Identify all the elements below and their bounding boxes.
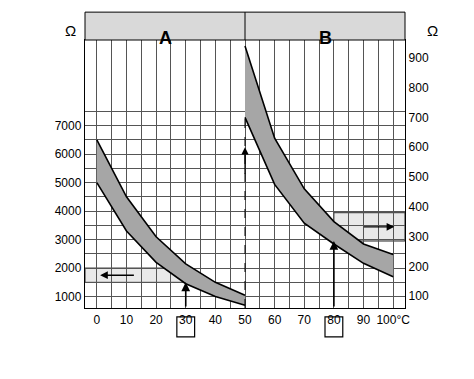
svg-text:10: 10	[120, 313, 134, 327]
svg-text:B: B	[319, 28, 332, 48]
svg-text:50: 50	[238, 313, 252, 327]
svg-text:0: 0	[94, 313, 101, 327]
svg-text:600: 600	[409, 140, 429, 154]
svg-text:100: 100	[409, 289, 429, 303]
svg-text:200: 200	[409, 260, 429, 274]
svg-text:A: A	[159, 28, 172, 48]
svg-text:100°C: 100°C	[376, 313, 410, 327]
svg-text:400: 400	[409, 200, 429, 214]
svg-text:80: 80	[327, 313, 341, 327]
svg-text:Ω: Ω	[65, 22, 76, 39]
svg-text:3000: 3000	[55, 233, 82, 247]
svg-text:70: 70	[298, 313, 312, 327]
svg-text:800: 800	[409, 81, 429, 95]
svg-text:40: 40	[209, 313, 223, 327]
svg-text:6000: 6000	[55, 147, 82, 161]
svg-text:7000: 7000	[55, 119, 82, 133]
svg-text:20: 20	[149, 313, 163, 327]
svg-text:500: 500	[409, 170, 429, 184]
svg-text:Ω: Ω	[427, 22, 438, 39]
svg-text:5000: 5000	[55, 176, 82, 190]
svg-text:900: 900	[409, 51, 429, 65]
svg-text:30: 30	[179, 313, 193, 327]
svg-text:4000: 4000	[55, 204, 82, 218]
svg-text:2000: 2000	[55, 261, 82, 275]
svg-text:1000: 1000	[55, 290, 82, 304]
svg-text:90: 90	[357, 313, 371, 327]
svg-text:700: 700	[409, 111, 429, 125]
svg-text:300: 300	[409, 230, 429, 244]
svg-text:60: 60	[268, 313, 282, 327]
